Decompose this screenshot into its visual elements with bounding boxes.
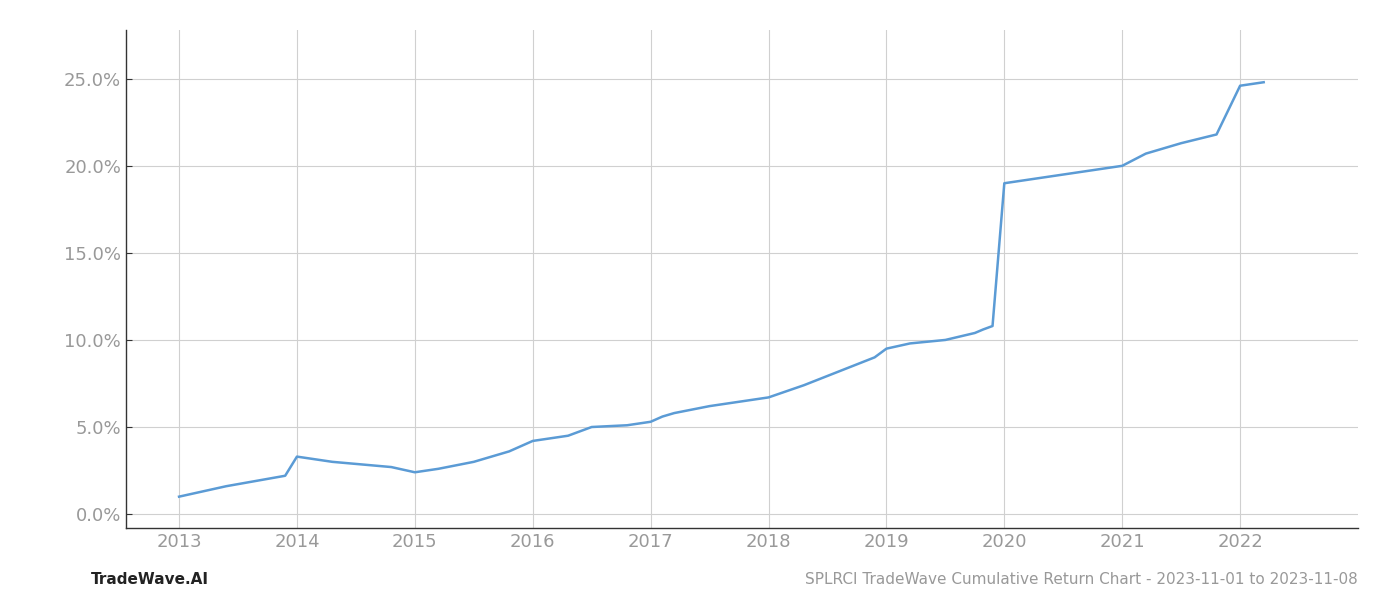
Text: TradeWave.AI: TradeWave.AI <box>91 572 209 587</box>
Text: SPLRCI TradeWave Cumulative Return Chart - 2023-11-01 to 2023-11-08: SPLRCI TradeWave Cumulative Return Chart… <box>805 572 1358 587</box>
